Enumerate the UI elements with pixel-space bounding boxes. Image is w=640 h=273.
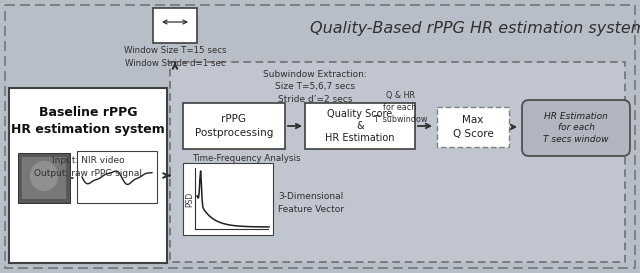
Ellipse shape — [29, 161, 58, 191]
Text: rPPG
Postprocessing: rPPG Postprocessing — [195, 114, 273, 138]
Bar — [9, 88, 167, 263]
Bar — [18, 153, 70, 203]
Text: Quality Score
&
HR Estimation: Quality Score & HR Estimation — [325, 109, 395, 143]
Text: PSD: PSD — [186, 191, 195, 207]
Text: HR Estimation
for each
T secs window: HR Estimation for each T secs window — [543, 112, 609, 144]
Bar — [22, 157, 66, 199]
Text: 3-Dimensional
Feature Vector: 3-Dimensional Feature Vector — [278, 192, 344, 214]
Text: Baseline rPPG
HR estimation system: Baseline rPPG HR estimation system — [11, 106, 165, 136]
FancyBboxPatch shape — [522, 100, 630, 156]
Bar — [183, 163, 273, 235]
Text: Input: NIR video
Output: raw rPPG signal: Input: NIR video Output: raw rPPG signal — [34, 156, 142, 178]
Bar — [183, 103, 285, 149]
Text: Window Size T=15 secs
Window Stride d=1 sec: Window Size T=15 secs Window Stride d=1 … — [124, 46, 227, 67]
Bar — [153, 8, 197, 43]
Bar — [305, 103, 415, 149]
Bar — [437, 107, 509, 147]
Text: Q & HR
for each
T’ subwindow: Q & HR for each T’ subwindow — [373, 91, 427, 124]
Text: Max
Q Score: Max Q Score — [452, 115, 493, 139]
Text: Subwindow Extraction:
Size T=5,6,7 secs
Stride d’=2 secs: Subwindow Extraction: Size T=5,6,7 secs … — [263, 70, 367, 104]
Bar — [77, 151, 157, 203]
Text: Quality-Based rPPG HR estimation system: Quality-Based rPPG HR estimation system — [310, 20, 640, 35]
Text: Time-Frequency Analysis: Time-Frequency Analysis — [192, 154, 300, 163]
Bar — [170, 62, 625, 262]
